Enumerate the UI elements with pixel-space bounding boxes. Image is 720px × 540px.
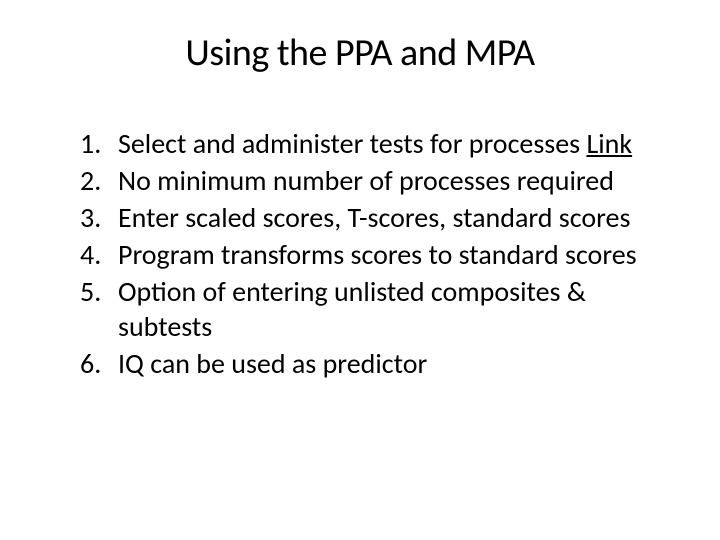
list-text: Select and administer tests for processe… bbox=[118, 126, 586, 161]
link[interactable]: Link bbox=[586, 126, 632, 161]
list-item: 5. Option of entering unlisted composite… bbox=[80, 274, 670, 344]
list-number: 3. bbox=[80, 200, 118, 235]
list-number: 1. bbox=[80, 126, 118, 161]
list-item: 2. No minimum number of processes requir… bbox=[80, 163, 670, 198]
list-item: 4. Program transforms scores to standard… bbox=[80, 237, 670, 272]
list-content: Enter scaled scores, T-scores, standard … bbox=[118, 200, 670, 235]
slide-title: Using the PPA and MPA bbox=[50, 30, 670, 76]
list-content: Program transforms scores to standard sc… bbox=[118, 237, 670, 272]
list-content: No minimum number of processes required bbox=[118, 163, 670, 198]
list-item: 1. Select and administer tests for proce… bbox=[80, 126, 670, 161]
list-number: 6. bbox=[80, 346, 118, 381]
list-content: IQ can be used as predictor bbox=[118, 346, 670, 381]
list-item: 6. IQ can be used as predictor bbox=[80, 346, 670, 381]
numbered-list: 1. Select and administer tests for proce… bbox=[50, 126, 670, 381]
list-number: 4. bbox=[80, 237, 118, 272]
list-number: 2. bbox=[80, 163, 118, 198]
list-content: Select and administer tests for processe… bbox=[118, 126, 670, 161]
list-item: 3. Enter scaled scores, T-scores, standa… bbox=[80, 200, 670, 235]
list-number: 5. bbox=[80, 274, 118, 344]
list-content: Option of entering unlisted composites &… bbox=[118, 274, 670, 344]
